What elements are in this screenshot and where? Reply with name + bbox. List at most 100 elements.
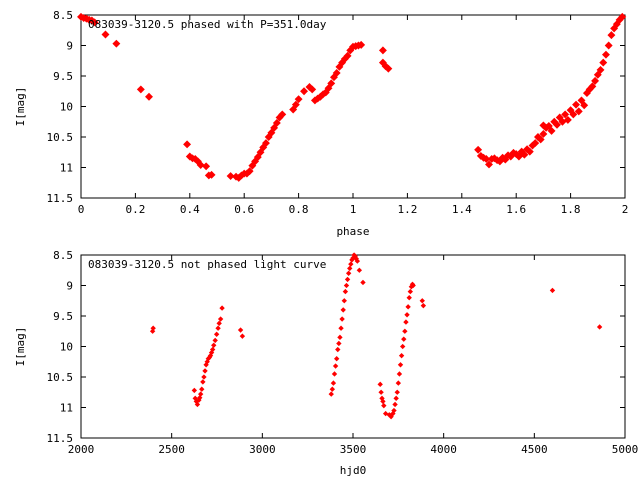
x-tick-label: 1: [350, 203, 357, 216]
data-point: [420, 302, 427, 309]
data-point: [398, 352, 405, 359]
data-point: [343, 282, 350, 289]
data-point: [112, 39, 121, 48]
y-tick-label: 11: [60, 402, 73, 415]
plot-frame: [80, 14, 626, 199]
data-point: [596, 324, 603, 330]
x-tick-label: 2000: [68, 443, 95, 456]
x-axis-label: hjd0: [340, 464, 367, 477]
x-tick-label: 0: [78, 203, 85, 216]
data-point: [219, 305, 225, 311]
data-point: [237, 327, 244, 333]
data-point: [419, 298, 425, 304]
data-point: [197, 391, 204, 397]
data-point: [340, 307, 346, 313]
data-point: [356, 267, 363, 273]
data-point: [331, 371, 338, 377]
x-tick-label: 4000: [430, 443, 457, 456]
data-point: [145, 92, 153, 101]
data-point: [207, 170, 216, 179]
data-point: [211, 342, 217, 348]
data-point: [200, 379, 206, 385]
data-point: [300, 87, 308, 96]
data-point: [245, 167, 254, 176]
data-point: [360, 279, 366, 286]
y-tick-label: 10: [60, 341, 73, 354]
data-point: [345, 270, 352, 276]
data-point: [485, 160, 493, 169]
data-point: [183, 140, 192, 149]
data-point: [401, 336, 407, 342]
data-point: [348, 261, 354, 267]
data-point: [344, 276, 351, 283]
x-tick-label: 0.4: [180, 203, 200, 216]
data-point: [215, 325, 221, 331]
data-point: [330, 380, 337, 386]
x-tick-label: 1.8: [561, 203, 581, 216]
y-tick-label: 8.5: [53, 9, 73, 22]
data-point: [531, 139, 540, 148]
data-point: [338, 325, 344, 331]
data-point: [199, 386, 205, 392]
x-tick-label: 5000: [612, 443, 639, 456]
unphased-light-curve-chart: 2000 2500 3000 3500 4000 4500 5000 8.5 9 9.5 10 10.…: [14, 249, 638, 477]
data-point: [399, 343, 406, 350]
data-point: [607, 31, 616, 40]
data-point: [226, 172, 235, 180]
y-tick-label: 11: [60, 162, 73, 175]
data-point: [262, 139, 270, 148]
data-point: [101, 30, 110, 39]
data-point: [150, 325, 156, 331]
data-point: [407, 288, 413, 295]
x-tick-label: 3000: [249, 443, 276, 456]
y-tick-label: 9: [66, 40, 73, 53]
data-point: [333, 356, 340, 362]
data-point: [403, 319, 409, 325]
y-tick-label: 8.5: [53, 249, 73, 262]
chart-title: 083039-3120.5 not phased light curve: [88, 258, 326, 271]
data-point: [549, 287, 556, 294]
data-point: [201, 374, 207, 380]
y-axis-label: I[mag]: [14, 327, 27, 367]
data-point: [539, 129, 548, 138]
data-point: [136, 85, 145, 94]
data-point: [337, 334, 343, 341]
phased-light-curve-chart: 0 0.2 0.4 0.6 0.8 1 1.2 1.4 1.6 1.8 2 8.5 9 9.5 10 10.5…: [14, 9, 628, 238]
data-points: [77, 12, 627, 182]
data-point: [377, 381, 383, 388]
data-point: [191, 387, 198, 394]
data-point: [536, 135, 545, 144]
data-point: [394, 389, 400, 395]
data-point: [217, 316, 224, 322]
data-point: [405, 304, 411, 310]
data-point: [329, 386, 336, 392]
data-point: [328, 391, 334, 397]
data-point: [410, 282, 416, 289]
data-point: [520, 150, 529, 159]
data-point: [239, 333, 246, 339]
x-tick-label: 1.2: [397, 203, 417, 216]
data-point: [474, 145, 483, 154]
data-point: [194, 401, 201, 408]
data-point: [216, 320, 222, 327]
y-tick-label: 9.5: [53, 310, 73, 323]
data-point: [380, 398, 386, 405]
data-point: [406, 295, 412, 301]
x-tick-label: 0.6: [234, 203, 254, 216]
x-tick-label: 2: [622, 203, 629, 216]
data-point: [347, 265, 353, 272]
x-tick-label: 2500: [158, 443, 185, 456]
data-point: [213, 331, 220, 337]
data-point: [335, 346, 341, 353]
data-point: [212, 337, 218, 344]
data-point: [378, 46, 387, 55]
y-tick-label: 9: [66, 280, 73, 293]
data-point: [402, 328, 408, 334]
data-point: [393, 395, 399, 402]
x-tick-label: 1.4: [452, 203, 472, 216]
data-point: [618, 12, 627, 21]
x-tick-label: 0.8: [289, 203, 309, 216]
y-tick-label: 10.5: [47, 371, 74, 384]
data-point: [395, 380, 402, 386]
